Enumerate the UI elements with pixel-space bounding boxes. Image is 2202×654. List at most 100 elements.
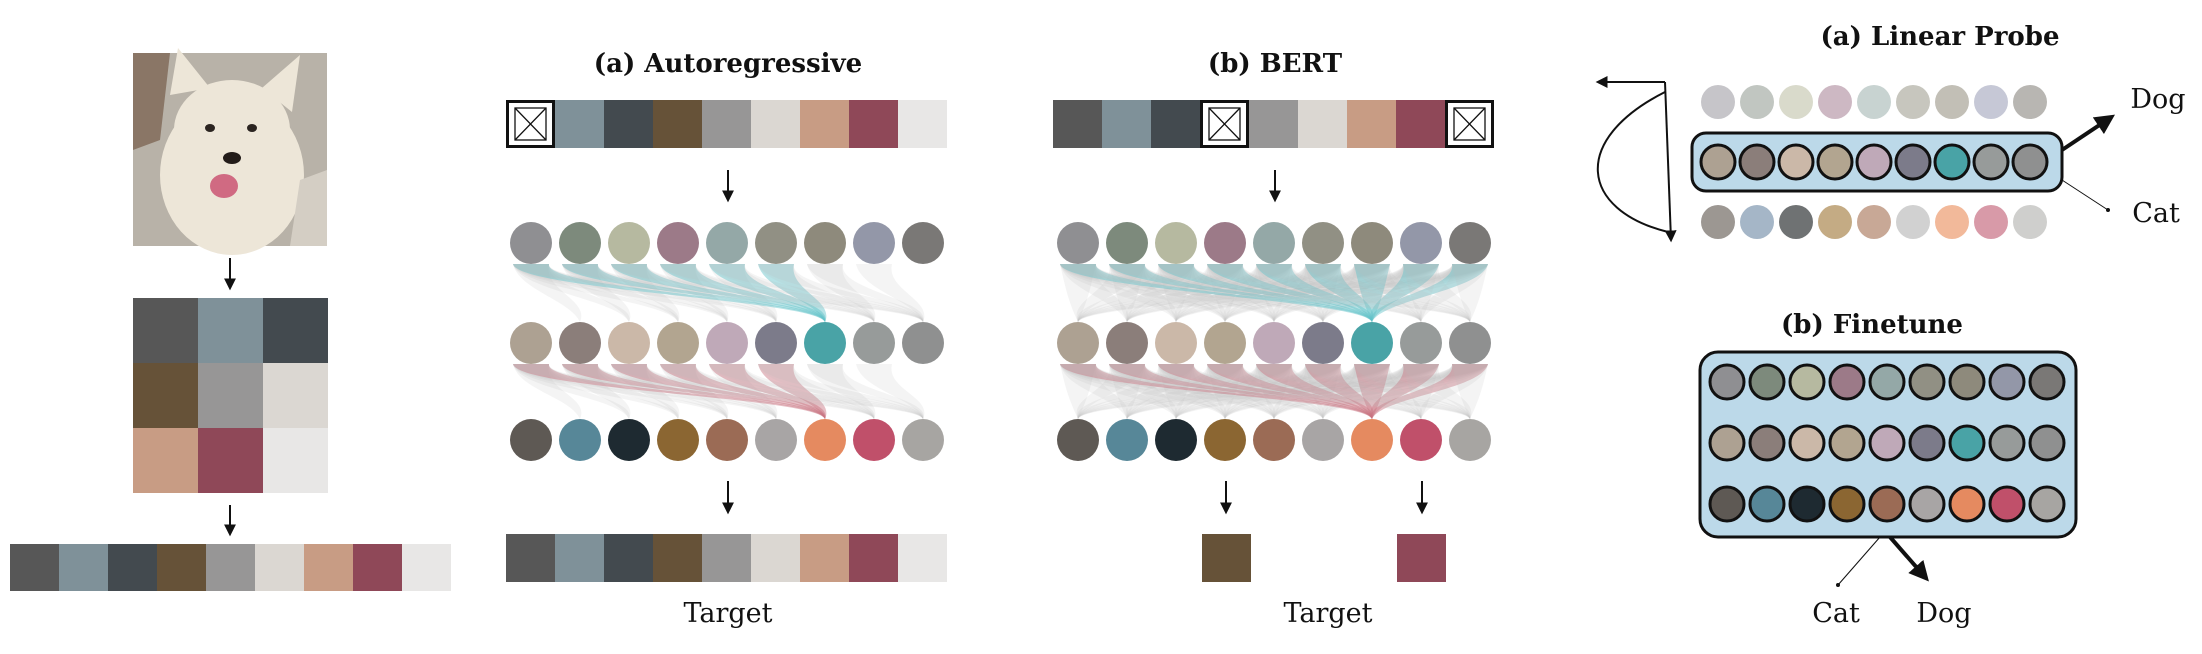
bert-attn-band1-t4-s2 [1158,364,1275,419]
bert-attn-band0-t7-s0 [1060,264,1422,322]
bert-attn-band0-t2-s1 [1109,264,1178,322]
bert-row1-node-7 [1400,322,1442,364]
finetune-row1-node-3 [1828,424,1866,462]
bert-attn-band1-t6-s7 [1370,364,1439,419]
ar-row1-node-1 [559,322,601,364]
finetune-row0-node-4 [1868,363,1906,401]
bert-attn-band0-t8-s4 [1256,264,1471,322]
bert-row2-node-2 [1155,419,1197,461]
probe-bot-node-0 [1701,205,1735,239]
bert-attn-band1-t4-s3 [1207,364,1276,419]
ar-attn-band0-t8-s7 [856,264,925,322]
bert-attn-band0-t8-s5 [1305,264,1471,322]
finetune-row1-node-0 [1708,424,1746,462]
ar-attn-band0-t8-s1 [562,264,924,322]
finetune-row2-node-8 [2028,485,2066,523]
ar-attn-band1-t6-s1 [562,364,826,419]
bert-attn-band1-t3-s6 [1224,364,1390,419]
probe-mid-node-2 [1777,143,1815,181]
ar-attn-band1-t8-s4 [709,364,924,419]
probe-bottom-row [1701,205,2047,239]
ar-row1-node-2 [608,322,650,364]
bert-row1-node-5 [1302,322,1344,364]
bert-attn-band1-t5-s0 [1060,364,1324,419]
ar-row0-node-6 [804,222,846,264]
bert-attn-band0-t1-s8 [1126,264,1488,322]
probe-bot-node-3 [1818,205,1852,239]
bert-attn-band1-t0-s8 [1077,364,1488,419]
bert-attn-band0-t4-s8 [1273,264,1488,322]
bert-attn-band1-t7-s5 [1305,364,1422,419]
bert-attn-band0-t1-s2 [1125,264,1194,322]
bert-row1-node-1 [1106,322,1148,364]
finetune-row0-node-6 [1948,363,1986,401]
bert-attn-band1-t6-s6 [1354,364,1390,419]
bert-attn-band0-t2-s6 [1175,264,1390,322]
finetune-row2-node-6 [1948,485,1986,523]
ar-target-token-4 [702,534,751,582]
ar-attn-band1-t7-s4 [709,364,875,419]
grid-pixel-0 [133,298,198,363]
ar-attn-band1-t7-s3 [660,364,875,419]
bert-row0-node-2 [1155,222,1197,264]
bert-attn-band0-t1-s0 [1060,264,1129,322]
probe-dog-arrow [2060,114,2115,152]
bert-attn-band0-t4-s7 [1273,264,1439,322]
bert-row0-node-8 [1449,222,1491,264]
ar-target-label: Target [683,598,772,629]
finetune-row0-node-3 [1828,363,1866,401]
probe-bot-node-5 [1896,205,1930,239]
bert-attn-band0-t7-s2 [1158,264,1422,322]
ar-row2-node-4 [706,419,748,461]
bert-attn-band1-t5-s3 [1207,364,1324,419]
bert-attn-band0-t5-s8 [1322,264,1488,322]
bert-input-token-7 [1396,100,1445,148]
ar-input-mask-token-0 [506,100,555,148]
ar-row0-node-5 [755,222,797,264]
bert-attn-band1-t0-s5 [1077,364,1341,419]
pixel-grid [133,298,328,493]
probe-bot-node-2 [1779,205,1813,239]
ar-attention [513,264,925,419]
bert-attn-band1-t5-s2 [1158,364,1324,419]
probe-mid-node-4 [1855,143,1893,181]
ar-attn-band0-t2-s1 [562,264,631,322]
ar-attn-band1-t7-s1 [562,364,875,419]
ar-attn-band1-t7-s2 [611,364,875,419]
bert-attn-band1-t7-s2 [1158,364,1422,419]
grid-pixel-3 [133,363,198,428]
bert-attn-band1-t8-s7 [1403,364,1472,419]
bert-attn-band1-t1-s1 [1109,364,1145,419]
bert-row2-node-3 [1204,419,1246,461]
bert-input-mask-token-8 [1445,100,1494,148]
left-token-8 [402,544,451,591]
finetune-row2-node-3 [1828,485,1866,523]
ar-target-token-1 [555,534,604,582]
bert-attn-band1-t3-s5 [1224,364,1341,419]
bert-row0-node-7 [1400,222,1442,264]
bert-attn-band1-t6-s0 [1060,364,1373,419]
ar-target-token-3 [653,534,702,582]
ar-attn-band1-t8-s6 [807,364,924,419]
grid-pixel-4 [198,363,263,428]
ar-attn-band0-t6-s4 [709,264,826,322]
bert-attn-band0-t1-s7 [1126,264,1439,322]
ar-target-token-7 [849,534,898,582]
left-token-1 [59,544,108,591]
probe-bot-node-4 [1857,205,1891,239]
ar-attn-band1-t5-s4 [709,364,778,419]
bert-attn-band1-t4-s8 [1273,364,1488,419]
grid-pixel-7 [198,428,263,493]
ar-attn-band1-t1-s0 [513,364,582,419]
ar-attn-band1-t8-s3 [660,364,924,419]
bert-attn-band0-t1-s6 [1126,264,1390,322]
ar-attn-band0-t4-s0 [513,264,728,322]
bert-input-token-1 [1102,100,1151,148]
bert-attn-band1-t4-s6 [1273,364,1390,419]
bert-attn-band1-t1-s6 [1126,364,1390,419]
bert-attn-band1-t4-s7 [1273,364,1439,419]
ar-row2-node-2 [608,419,650,461]
finetune-row2-node-2 [1788,485,1826,523]
probe-bot-node-6 [1935,205,1969,239]
ar-attn-band0-t3-s1 [562,264,679,322]
